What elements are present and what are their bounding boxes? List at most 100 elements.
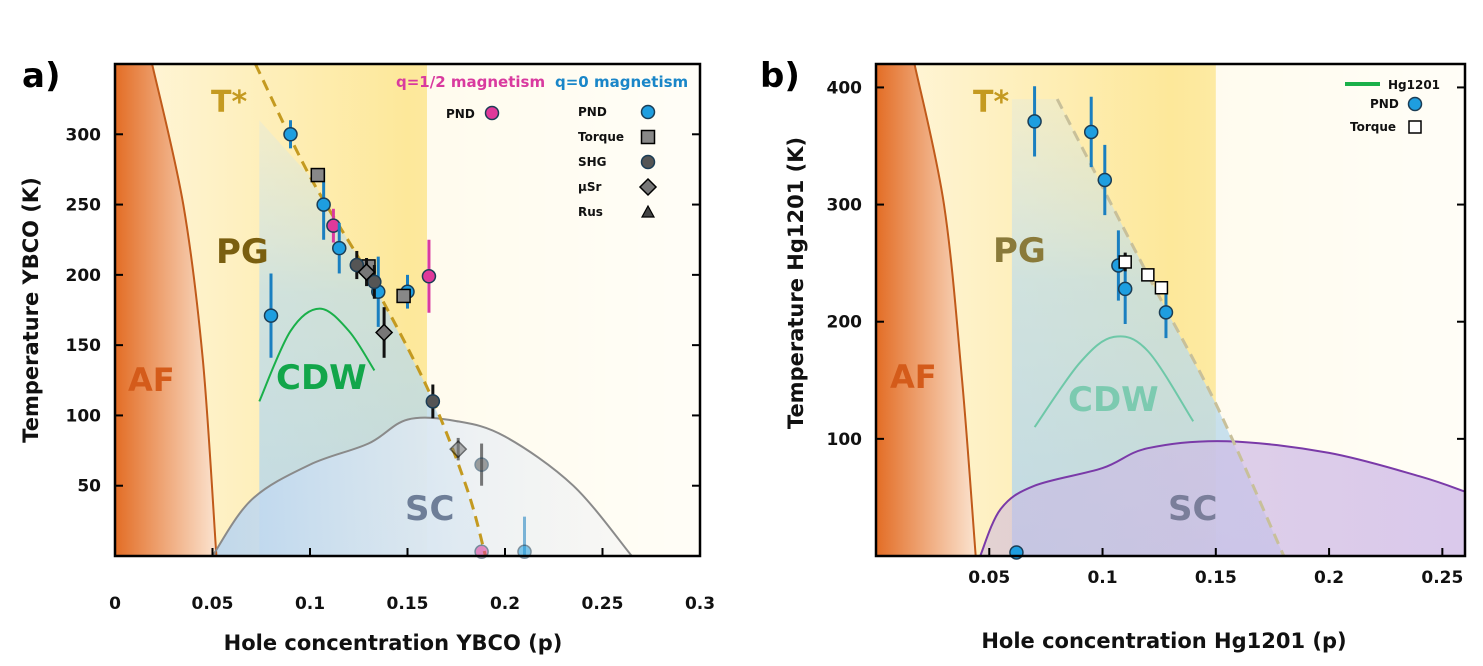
data-point-shg — [349, 257, 365, 273]
legend-header-qhalf: q=1/2 magnetism — [396, 73, 545, 91]
data-point-pnd — [316, 197, 331, 212]
sc-label-b: SC — [1168, 489, 1217, 529]
y-tick-label: 300 — [827, 196, 863, 216]
plot-frame-b — [874, 62, 1467, 558]
sc-dome-line — [979, 440, 1466, 557]
x-tick-label: 0.25 — [582, 594, 624, 614]
sc-dome-line — [211, 416, 633, 557]
legend-label-hg1201: Hg1201 — [1388, 78, 1440, 92]
x-tick-label: 0.2 — [490, 594, 520, 614]
af-label-b: AF — [890, 358, 937, 396]
panel-a-background — [115, 64, 700, 556]
data-point-pnd — [1158, 305, 1174, 320]
legend-marker-pnd-b — [1407, 96, 1423, 112]
data-point-shg — [474, 457, 489, 472]
data-point-pnd — [421, 269, 437, 284]
af-label-a: AF — [128, 361, 175, 399]
data-point--sr — [449, 440, 468, 459]
legend-marker-rus — [640, 204, 656, 218]
y-tick-label: 50 — [77, 477, 101, 497]
tstar-line — [1055, 98, 1286, 557]
x-axis-label-b: Hole concentration Hg1201 (p) — [981, 629, 1346, 653]
legend-a: q=1/2 magnetism q=0 magnetism PND PND Torq… — [396, 73, 688, 219]
panel-b-ticks: 0.05 0.1 0.15 0.2 0.25 100 200 300 400 — [827, 78, 1465, 588]
y-tick-label: 200 — [827, 313, 863, 333]
x-tick-label: 0 — [109, 594, 121, 614]
cdw-label-b: CDW — [1068, 380, 1159, 420]
data-point-torque — [1118, 255, 1132, 269]
data-point-pnd — [1097, 172, 1113, 188]
legend-label-shg: SHG — [578, 155, 607, 169]
legend-header-q0: q=0 magnetism — [555, 73, 688, 91]
y-tick-label: 100 — [66, 406, 102, 426]
cdw-label-a: CDW — [276, 358, 367, 398]
data-point-pnd — [263, 308, 279, 323]
af-boundary-line — [913, 63, 977, 557]
x-tick-label: 0.1 — [295, 594, 325, 614]
legend-label-rus: Rus — [578, 205, 603, 219]
panel-a-ticks: 0 0.05 0.1 0.15 0.2 0.25 0.3 50 100 150 200 250 300 — [66, 125, 716, 614]
y-tick-label: 200 — [66, 266, 102, 286]
data-point-pnd — [283, 127, 298, 142]
data-point-torque — [396, 288, 411, 304]
tstar-label-a: T* — [211, 85, 247, 120]
cdw-dome-line — [1033, 335, 1195, 428]
x-tick-label: 0.25 — [1421, 568, 1463, 588]
pg-label-a: PG — [216, 232, 269, 272]
data-point-torque — [1141, 268, 1155, 282]
legend-b: Hg1201 PND Torque — [1345, 78, 1440, 134]
y-axis-label-a: Temperature YBCO (K) — [19, 177, 43, 443]
data-point-pnd — [332, 240, 347, 256]
legend-label-torque-b: Torque — [1350, 120, 1396, 134]
af-region-b — [876, 64, 976, 556]
data-point-torque — [310, 167, 326, 183]
y-tick-label: 400 — [827, 78, 863, 98]
data-point-torque — [1154, 280, 1169, 295]
y-tick-label: 300 — [66, 125, 102, 145]
legend-marker-torque — [640, 129, 656, 145]
legend-label-pnd-qhalf: PND — [446, 107, 475, 121]
legend-label--sr: µSr — [578, 180, 601, 194]
panel-b: 0.05 0.1 0.15 0.2 0.25 100 200 300 400 b) Hole c… — [760, 56, 1467, 653]
x-tick-label: 0.3 — [685, 594, 715, 614]
data-point-pnd — [1027, 114, 1042, 129]
tstar-label-b: T* — [973, 85, 1009, 120]
data-point-shg — [425, 394, 441, 409]
y-tick-label: 100 — [827, 430, 863, 450]
panel-a: 0 0.05 0.1 0.15 0.2 0.25 0.350100150200250300 … — [19, 56, 715, 655]
pg-label-b: PG — [993, 231, 1046, 271]
x-tick-label: 0.1 — [1087, 568, 1117, 588]
panel-label-b: b) — [760, 56, 800, 96]
legend-marker-pnd-qhalf — [484, 105, 500, 121]
sc-label-a: SC — [405, 489, 454, 529]
data-point--sr — [357, 262, 376, 282]
y-axis-label-b: Temperature Hg1201 (K) — [784, 137, 808, 429]
x-tick-label: 0.15 — [387, 594, 429, 614]
sc-region-b — [980, 441, 1465, 556]
data-point--sr — [375, 323, 394, 342]
y-tick-label: 250 — [66, 196, 102, 216]
cdw-dome-line — [258, 307, 376, 402]
af-region-a — [115, 64, 217, 556]
y-tick-label: 150 — [66, 336, 102, 356]
af-boundary-line — [151, 63, 218, 557]
data-point-pnd — [1083, 124, 1099, 140]
legend-marker-shg — [640, 154, 656, 170]
legend-marker-torque-b — [1408, 120, 1422, 134]
x-tick-label: 0.05 — [192, 594, 234, 614]
x-axis-label-a: Hole concentration YBCO (p) — [224, 631, 563, 655]
legend-label-pnd: PND — [578, 105, 607, 119]
legend-label-torque: Torque — [578, 130, 624, 144]
x-tick-label: 0.2 — [1314, 568, 1344, 588]
legend-marker-pnd — [640, 104, 656, 120]
data-point-pnd — [1117, 281, 1133, 297]
legend-label-pnd-b: PND — [1370, 97, 1399, 111]
panel-label-a: a) — [22, 56, 60, 96]
x-tick-label: 0.05 — [968, 568, 1010, 588]
legend-marker--sr — [638, 177, 658, 197]
tstar-line — [254, 63, 487, 557]
x-tick-label: 0.15 — [1195, 568, 1237, 588]
sc-region-a — [212, 417, 632, 556]
panel-b-lines — [913, 63, 1466, 557]
